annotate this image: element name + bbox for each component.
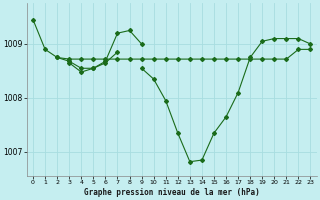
X-axis label: Graphe pression niveau de la mer (hPa): Graphe pression niveau de la mer (hPa) xyxy=(84,188,260,197)
